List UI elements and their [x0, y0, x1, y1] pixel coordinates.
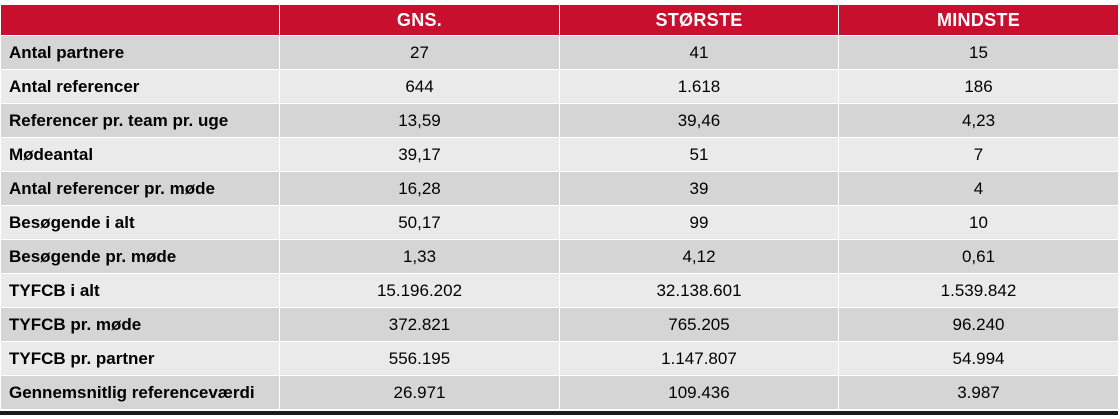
table-row: TYFCB i alt 15.196.202 32.138.601 1.539.…: [0, 273, 1119, 308]
header-gns: GNS.: [279, 4, 560, 36]
value-stoerste: 51: [559, 137, 839, 172]
value-gns: 16,28: [279, 171, 560, 206]
value-mindste: 15: [838, 35, 1119, 70]
value-mindste: 1.539.842: [838, 273, 1119, 308]
row-label: Besøgende pr. møde: [0, 239, 280, 274]
value-stoerste: 109.436: [559, 375, 839, 410]
value-gns: 644: [279, 69, 560, 104]
value-stoerste: 99: [559, 205, 839, 240]
table-row: Mødeantal 39,17 51 7: [0, 137, 1119, 172]
value-stoerste: 39,46: [559, 103, 839, 138]
table-row: Antal referencer pr. møde 16,28 39 4: [0, 171, 1119, 206]
value-stoerste: 39: [559, 171, 839, 206]
value-mindste: 10: [838, 205, 1119, 240]
value-mindste: 4,23: [838, 103, 1119, 138]
value-mindste: 0,61: [838, 239, 1119, 274]
value-stoerste: 1.147.807: [559, 341, 839, 376]
value-gns: 26.971: [279, 375, 560, 410]
value-stoerste: 1.618: [559, 69, 839, 104]
value-mindste: 186: [838, 69, 1119, 104]
value-gns: 15.196.202: [279, 273, 560, 308]
row-label: Mødeantal: [0, 137, 280, 172]
header-mindste: MINDSTE: [838, 4, 1119, 36]
value-mindste: 54.994: [838, 341, 1119, 376]
row-label: Referencer pr. team pr. uge: [0, 103, 280, 138]
row-label: Antal referencer: [0, 69, 280, 104]
value-stoerste: 32.138.601: [559, 273, 839, 308]
table-body: Antal partnere 27 41 15 Antal referencer…: [0, 35, 1119, 410]
value-gns: 1,33: [279, 239, 560, 274]
row-label: TYFCB pr. møde: [0, 307, 280, 342]
header-row: GNS. STØRSTE MINDSTE: [0, 4, 1119, 36]
table-row: Besøgende i alt 50,17 99 10: [0, 205, 1119, 240]
value-mindste: 4: [838, 171, 1119, 206]
table-row: Antal partnere 27 41 15: [0, 35, 1119, 70]
table-row: Antal referencer 644 1.618 186: [0, 69, 1119, 104]
value-gns: 13,59: [279, 103, 560, 138]
value-gns: 50,17: [279, 205, 560, 240]
row-label: Besøgende i alt: [0, 205, 280, 240]
value-gns: 556.195: [279, 341, 560, 376]
row-label: TYFCB i alt: [0, 273, 280, 308]
value-stoerste: 765.205: [559, 307, 839, 342]
header-corner-cell: [0, 4, 280, 36]
value-mindste: 96.240: [838, 307, 1119, 342]
table-row: TYFCB pr. møde 372.821 765.205 96.240: [0, 307, 1119, 342]
row-label: TYFCB pr. partner: [0, 341, 280, 376]
value-stoerste: 41: [559, 35, 839, 70]
value-gns: 39,17: [279, 137, 560, 172]
header-stoerste: STØRSTE: [559, 4, 839, 36]
stats-table-container: GNS. STØRSTE MINDSTE Antal partnere 27 4…: [0, 4, 1120, 410]
bottom-divider: [0, 411, 1118, 415]
row-label: Gennemsnitlig referenceværdi: [0, 375, 280, 410]
row-label: Antal partnere: [0, 35, 280, 70]
stats-table: GNS. STØRSTE MINDSTE Antal partnere 27 4…: [0, 4, 1119, 410]
value-mindste: 7: [838, 137, 1119, 172]
table-row: Gennemsnitlig referenceværdi 26.971 109.…: [0, 375, 1119, 410]
value-mindste: 3.987: [838, 375, 1119, 410]
value-stoerste: 4,12: [559, 239, 839, 274]
value-gns: 372.821: [279, 307, 560, 342]
table-row: Besøgende pr. møde 1,33 4,12 0,61: [0, 239, 1119, 274]
table-row: TYFCB pr. partner 556.195 1.147.807 54.9…: [0, 341, 1119, 376]
table-header: GNS. STØRSTE MINDSTE: [0, 4, 1119, 36]
table-row: Referencer pr. team pr. uge 13,59 39,46 …: [0, 103, 1119, 138]
value-gns: 27: [279, 35, 560, 70]
row-label: Antal referencer pr. møde: [0, 171, 280, 206]
